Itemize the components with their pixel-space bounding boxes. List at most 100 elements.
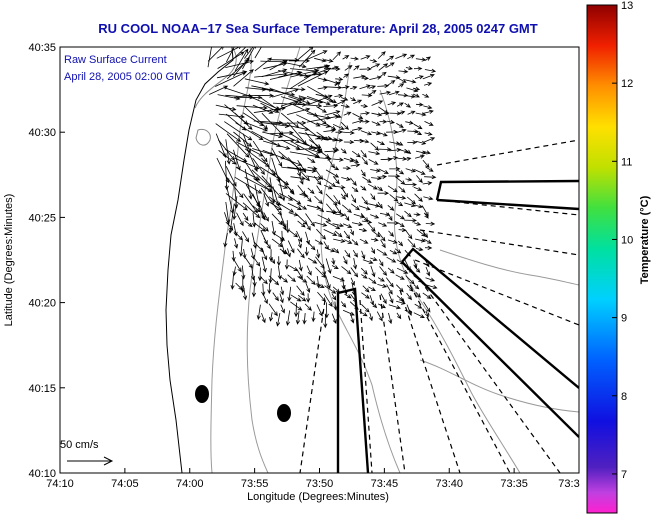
current-vector (254, 47, 262, 59)
current-vector (267, 283, 272, 295)
y-tick-label: 40:25 (28, 212, 56, 224)
current-vector (377, 186, 384, 192)
current-vector (352, 119, 364, 124)
current-vector (233, 69, 254, 87)
current-vector (252, 140, 268, 163)
current-vector (242, 112, 265, 127)
x-tick-label: 73:45 (371, 478, 399, 490)
current-vector (333, 238, 346, 243)
current-vector (259, 276, 268, 285)
current-vector (289, 102, 319, 117)
current-vector (404, 229, 413, 240)
current-vector (315, 136, 326, 141)
current-vector (342, 55, 350, 60)
current-vector (332, 223, 345, 228)
current-vector (424, 121, 434, 126)
current-vector (413, 130, 423, 135)
isobath-2 (246, 47, 301, 473)
x-tick-label: 74:10 (46, 478, 74, 490)
current-vector (323, 313, 328, 329)
current-vector (414, 193, 423, 202)
current-vector (252, 104, 274, 114)
current-vector (253, 120, 284, 125)
current-vector (380, 71, 387, 77)
current-vector (236, 212, 244, 227)
current-vector (407, 110, 416, 115)
y-axis-label: Latitude (Degrees:Minutes) (3, 194, 15, 327)
swath-dashed (299, 139, 579, 473)
current-vector (289, 151, 320, 159)
current-vector (368, 277, 377, 284)
current-vector (368, 159, 379, 165)
current-vector (297, 248, 305, 259)
current-vector (340, 148, 347, 154)
current-vector (323, 97, 334, 103)
current-vector (424, 68, 437, 73)
current-vector (389, 250, 398, 255)
current-vector (332, 65, 340, 70)
current-vector (350, 203, 360, 211)
current-vector (316, 249, 321, 259)
current-vector (376, 131, 388, 137)
current-vector (349, 97, 357, 102)
current-vector (342, 256, 348, 265)
current-vector (404, 218, 417, 223)
current-vector (261, 283, 266, 297)
current-vector (314, 195, 323, 205)
current-vector (245, 122, 268, 132)
current-vector (332, 147, 340, 151)
current-vector (308, 148, 322, 154)
current-vector (350, 194, 357, 204)
current-vector (398, 69, 409, 74)
current-vector (340, 104, 351, 109)
current-vector (350, 163, 361, 168)
current-vector (423, 196, 434, 201)
current-vector (244, 220, 253, 228)
current-vector (386, 284, 393, 295)
current-vector (425, 221, 436, 226)
current-vector (343, 230, 351, 240)
current-vector (404, 249, 411, 257)
current-vector (407, 94, 416, 99)
current-vector (313, 167, 324, 181)
current-vector (297, 203, 308, 210)
current-vector (388, 292, 394, 304)
current-vector (387, 239, 398, 244)
current-vector (351, 283, 356, 296)
current-vector (398, 186, 406, 193)
current-vector (332, 157, 344, 162)
y-tick-label: 40:30 (28, 127, 56, 139)
current-vector (260, 247, 268, 261)
current-vector (341, 187, 349, 198)
current-vector (343, 73, 350, 78)
current-vector (360, 150, 367, 158)
current-vector (325, 221, 341, 230)
current-vector (404, 309, 413, 314)
current-vector (360, 185, 367, 191)
current-vector (313, 175, 322, 186)
current-vector (415, 102, 424, 107)
current-vector (215, 133, 227, 159)
current-vector (377, 231, 386, 242)
current-vector (325, 169, 340, 178)
current-vector (396, 141, 404, 146)
current-vector (371, 302, 378, 309)
current-vector (325, 85, 343, 90)
current-vector (405, 275, 415, 285)
current-vector (256, 304, 261, 321)
current-vector (315, 256, 325, 269)
current-vector (297, 294, 307, 302)
current-vector (332, 286, 341, 294)
current-vector (225, 139, 231, 165)
map-layer (60, 47, 579, 473)
current-vector (333, 100, 346, 107)
current-vector (297, 103, 323, 108)
current-vector (422, 292, 432, 300)
current-vector (342, 223, 353, 228)
current-vector (263, 295, 268, 305)
current-vector (233, 131, 253, 147)
current-vector (371, 121, 381, 126)
current-vector (344, 239, 353, 244)
current-vector (386, 55, 395, 62)
